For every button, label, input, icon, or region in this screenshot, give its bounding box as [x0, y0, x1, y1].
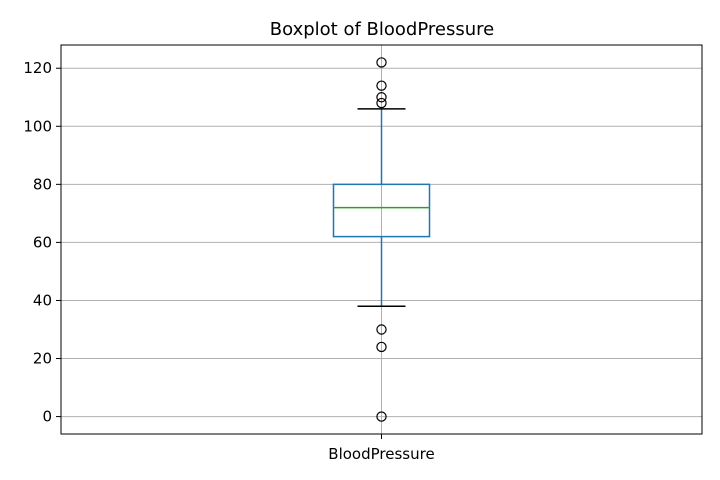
outlier-point [376, 80, 387, 91]
chart-title: Boxplot of BloodPressure [270, 19, 494, 40]
outlier-point [376, 97, 387, 109]
y-tick-label: 100 [23, 117, 52, 135]
y-tick-label: 60 [33, 233, 52, 251]
y-tick-label: 80 [33, 175, 52, 193]
y-tick-label: 40 [33, 291, 52, 309]
y-tick-label: 0 [42, 408, 52, 426]
iqr-box [332, 183, 431, 238]
y-tick-label: 120 [23, 59, 52, 77]
outlier-point [376, 57, 387, 68]
outlier-point [376, 92, 387, 103]
outlier-point [376, 341, 387, 353]
x-tick-label: BloodPressure [328, 445, 434, 463]
y-tick-label: 20 [33, 350, 52, 368]
outlier-point [376, 411, 387, 422]
outlier-point [376, 324, 387, 335]
box-layer [332, 57, 431, 422]
tick-layer: 0 20 40 60 80 100 120 BloodPressure [23, 59, 434, 463]
